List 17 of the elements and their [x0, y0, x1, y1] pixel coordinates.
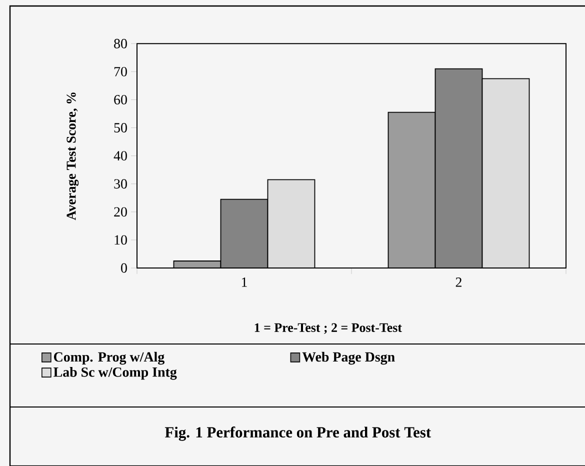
y-tick-label: 10 [114, 235, 127, 245]
x-axis-title: 1 = Pre-Test ; 2 = Post-Test [254, 323, 402, 334]
y-tick-label: 0 [121, 263, 127, 273]
y-tick-label: 30 [114, 179, 127, 189]
y-tick-label: 70 [114, 66, 127, 76]
y-tick-label: 40 [114, 151, 127, 161]
y-tick-label: 80 [114, 38, 127, 48]
y-tick-label: 60 [114, 94, 127, 104]
y-axis-title: Average Test Score, % [66, 92, 79, 220]
legend-label: Comp. Prog w/Alg [54, 352, 164, 365]
text: Fig. 1 Performance on Pre and Post Test [164, 426, 432, 441]
y-tick-label: 20 [114, 207, 127, 217]
y-tick-label: 50 [114, 123, 127, 132]
x-tick-label: 2 [456, 278, 462, 287]
legend-label: Web Page Dsgn [302, 352, 395, 365]
x-tick-label: 1 [242, 278, 247, 287]
legend-label: Lab Sc w/Comp Intg [54, 366, 177, 380]
